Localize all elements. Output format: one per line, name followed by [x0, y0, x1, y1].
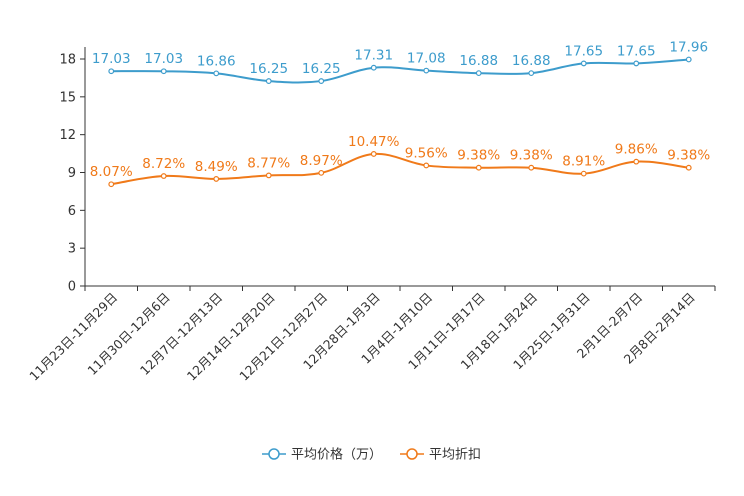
y-tick-label: 9: [68, 166, 76, 181]
x-category-label: 12月21日-12月27日: [236, 290, 330, 384]
series-2-point: [580, 170, 587, 177]
series-2-point: [370, 151, 377, 157]
y-tick-label: 15: [59, 90, 76, 105]
series-1-data-label: 17.31: [354, 48, 393, 64]
series-1-data-label: 17.03: [144, 51, 183, 67]
series-line-2: [111, 152, 689, 186]
series-1-data-label: 17.65: [617, 43, 656, 59]
series-2-data-label: 8.77%: [247, 155, 290, 171]
series-1-point: [265, 78, 272, 84]
series-2-data-label: 9.38%: [667, 148, 710, 164]
legend-swatch-marker-1: [268, 448, 280, 460]
series-1-data-label: 16.88: [512, 53, 551, 69]
series-2-data-label: 8.91%: [562, 154, 605, 170]
series-2-data-label: 8.72%: [142, 156, 185, 172]
series-1-point: [160, 68, 167, 75]
y-tick-label: 3: [68, 242, 76, 257]
series-1-data-label: 16.25: [302, 61, 341, 77]
series-1-point: [370, 64, 377, 71]
y-tick-label: 18: [59, 53, 76, 68]
series-2-point: [318, 169, 325, 176]
series-2-data-label: 10.47%: [348, 134, 400, 150]
series-2-point: [475, 164, 482, 171]
series-1-point: [528, 70, 535, 77]
series-1-point: [318, 78, 325, 84]
series-1-point: [633, 60, 640, 67]
series-2-data-label: 8.07%: [90, 164, 133, 180]
series-2-point: [108, 181, 115, 188]
series-2-point: [265, 172, 272, 179]
y-tick-label: 12: [59, 128, 76, 143]
series-1-point: [685, 56, 692, 63]
x-category-label: 12月14日-12月20日: [184, 290, 278, 384]
series-1-data-label: 17.03: [92, 51, 131, 67]
series-2-point: [633, 158, 640, 165]
series-2-point: [213, 176, 220, 182]
legend-swatch-marker-2: [406, 448, 418, 460]
series-1-data-label: 17.96: [669, 40, 708, 56]
series-1-data-label: 16.86: [197, 53, 236, 69]
series-1-data-label: 17.08: [407, 51, 446, 67]
y-tick-label: 0: [68, 280, 76, 295]
y-tick-label: 6: [68, 204, 76, 219]
series-1-point: [108, 68, 115, 75]
series-2-point: [160, 173, 167, 179]
series-2-point: [685, 164, 692, 171]
series-2-data-label: 9.38%: [457, 148, 500, 164]
series-1-point: [213, 70, 220, 77]
series-1-point: [580, 60, 587, 67]
series-1-point: [423, 67, 430, 74]
x-category-label: 11月23日-11月29日: [26, 290, 120, 384]
series-2-data-label: 9.38%: [510, 148, 553, 164]
series-1-point: [475, 70, 482, 77]
series-2-data-label: 8.49%: [195, 159, 238, 175]
legend-label-1: 平均价格（万）: [291, 447, 382, 463]
series-2-data-label: 9.56%: [405, 145, 448, 161]
series-2-point: [423, 162, 430, 169]
series-2-data-label: 9.86%: [615, 142, 658, 158]
series-line-1: [111, 58, 689, 84]
series-1-data-label: 16.25: [249, 61, 288, 77]
series-1-data-label: 17.65: [564, 43, 603, 59]
series-2-data-label: 8.97%: [300, 153, 343, 169]
legend-label-2: 平均折扣: [429, 448, 481, 463]
series-2-point: [528, 164, 535, 171]
series-1-data-label: 16.88: [459, 53, 498, 69]
